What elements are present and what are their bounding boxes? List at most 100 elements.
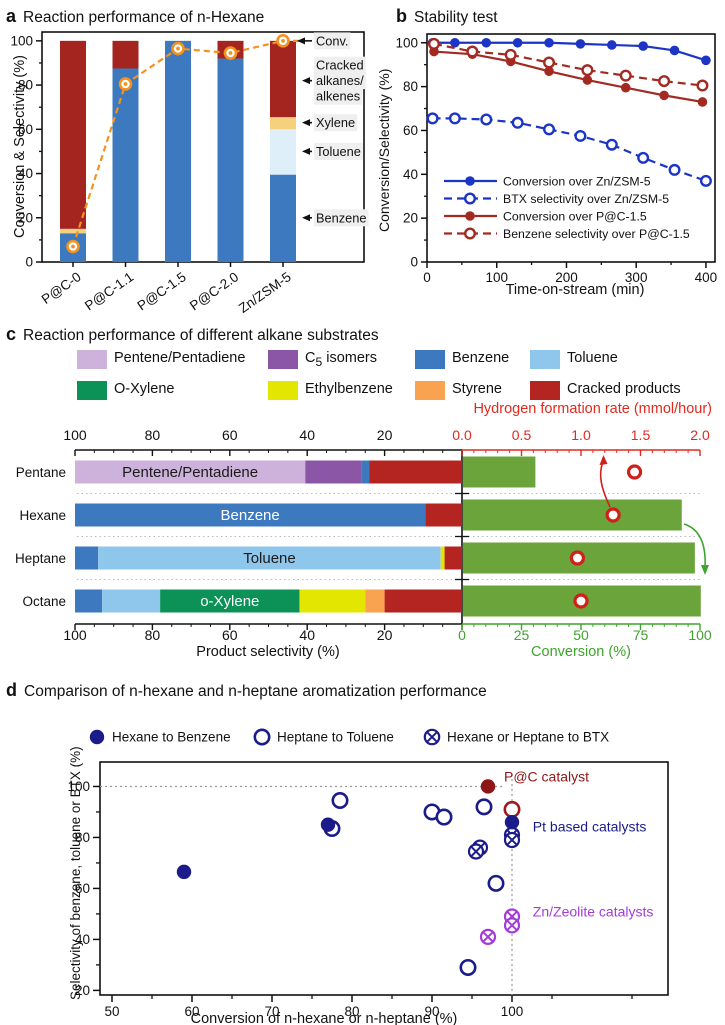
panel-c-title: c Reaction performance of different alkan…: [6, 324, 379, 345]
panel-b-title-text: Stability test: [414, 9, 498, 26]
a-annotation-arrow: [297, 37, 305, 45]
c-h2-tick-label: 1.5: [631, 427, 651, 443]
panel-b-title: b Stability test: [396, 6, 498, 27]
c-legend-swatch-Toluene: [530, 350, 560, 369]
c-conversion-bar: [462, 499, 682, 531]
b-series-BTX selectivity over Zn/ZSM-5: [426, 112, 712, 187]
d-legend-item: Hexane to Benzene: [89, 729, 231, 745]
b-marker-open: [448, 112, 461, 125]
c-h2-tick-label: 2.0: [690, 427, 710, 443]
b-frame: [426, 33, 716, 263]
d-marker-filled: [176, 864, 192, 880]
c-segment-C5 isomers: [305, 460, 362, 484]
c-conversion-arrow: [683, 523, 706, 569]
panel-a-title-text: Reaction performance of n-Hexane: [23, 9, 265, 26]
b-marker-open: [466, 45, 479, 58]
d-marker-filled: [89, 729, 105, 745]
a-ytick-label: 0: [25, 255, 33, 270]
a-conversion-marker-dot: [176, 46, 180, 51]
a-xtick-label: P@C-1.5: [134, 269, 188, 313]
a-annotation-arrow: [302, 214, 310, 222]
a-segment-Toluene: [270, 129, 296, 175]
panel-d-chart: Hexane to Benzene Heptane to Toluene Hexan…: [67, 728, 669, 1025]
b-marker-filled: [465, 211, 475, 221]
c-segment-Styrene: [365, 589, 385, 613]
b-marker-filled: [575, 39, 586, 49]
panel-a-label: a: [6, 6, 17, 26]
c-h2-marker: [626, 464, 643, 480]
panel-c-h2-axis-label: Hydrogen formation rate (mmol/hour): [473, 401, 712, 417]
d-marker-filled: [320, 817, 336, 832]
c-legend-label: C5 isomers: [305, 350, 377, 369]
c-inbar-label: Benzene: [221, 507, 280, 524]
c-conversion-tick-label: 75: [633, 627, 649, 643]
c-segment-Cracked products: [369, 460, 462, 484]
c-segment-Benzene: [361, 460, 370, 484]
b-marker-filled: [669, 45, 680, 56]
d-legend-label: Hexane to Benzene: [112, 730, 231, 745]
d-xtick-label: 90: [424, 1004, 439, 1019]
c-inbar-label: Pentene/Pentadiene: [122, 464, 258, 481]
a-bar-P@C-2.0: [217, 40, 244, 263]
d-marker-open: [459, 958, 477, 976]
d-marker-open: [487, 874, 505, 892]
c-conversion-tick-label: 0: [458, 627, 466, 643]
c-top-tick-label: 40: [299, 427, 315, 443]
d-marker-cross: [506, 834, 518, 846]
c-row-label: Octane: [22, 594, 66, 609]
b-legend-item: BTX selectivity over Zn/ZSM-5: [444, 192, 669, 206]
c-h2-tick-label: 0.5: [512, 427, 532, 443]
a-segment-Benzene: [217, 58, 244, 263]
c-legend-swatch-O-Xylene: [77, 381, 107, 400]
panel-c-chart: 100 80 60 40 20 0.0 0.5 1.0 1.5 2.0 100 80 60 40 20 0 25…: [15, 427, 712, 643]
a-frame: [41, 31, 365, 263]
d-annotation: Pt based catalysts: [533, 818, 647, 834]
b-xtick-label: 200: [555, 270, 578, 285]
d-marker-open: [253, 728, 271, 746]
c-bottom-tick-label: 40: [299, 627, 315, 643]
b-series-line: [433, 50, 703, 104]
a-ytick-label: 80: [18, 78, 33, 93]
d-legend-item: Heptane to Toluene: [253, 728, 394, 746]
c-row-label: Heptane: [15, 551, 66, 566]
c-legend-label: O-Xylene: [114, 381, 175, 397]
panel-c-selectivity-axis-label: Product selectivity (%): [196, 644, 340, 660]
c-inbar-label: o-Xylene: [200, 593, 259, 610]
c-segment-Benzene: [75, 589, 103, 613]
b-xtick-label: 300: [625, 270, 648, 285]
b-marker-filled: [544, 37, 554, 48]
c-row-Pentane: [75, 456, 536, 488]
a-ytick-label: 100: [10, 33, 33, 48]
c-row-Hexane: [75, 499, 682, 531]
b-marker-open: [480, 113, 493, 126]
d-ytick-label: 80: [75, 830, 90, 845]
b-marker-open: [427, 37, 440, 50]
c-legend-label: Styrene: [452, 381, 502, 397]
b-marker-filled: [659, 90, 669, 101]
d-ytick-label: 40: [75, 932, 90, 947]
c-top-tick-label: 80: [145, 427, 161, 443]
a-xtick-label: Zn/ZSM-5: [236, 269, 294, 316]
b-marker-open: [658, 75, 671, 88]
panel-a-chart: 0 20 40 60 80 100 P@C-0P@C-1.1P@C-1.5P@C-2.0Zn…: [10, 31, 369, 316]
c-legend-swatch-Pentene/Pentadiene: [77, 350, 107, 369]
a-bar-P@C-1.1: [112, 40, 139, 262]
c-conversion-tick-label: 25: [514, 627, 530, 643]
a-ytick-label: 60: [18, 122, 33, 137]
d-x-axis-label: Conversion of n-hexane or n-heptane (%): [191, 1011, 458, 1025]
a-annotation-bg: [314, 32, 351, 50]
d-legend-item: Hexane or Heptane to BTX: [423, 728, 609, 746]
c-segment-Benzene: [75, 503, 426, 527]
panel-c-legend: Pentene/Pentadiene C5 isomers Benzene Tolue…: [0, 350, 725, 412]
c-top-tick-label: 100: [63, 427, 87, 443]
a-segment-Benzene: [112, 68, 139, 262]
b-legend-label: BTX selectivity over Zn/ZSM-5: [503, 192, 669, 206]
a-annotation-text: Toluene: [316, 144, 361, 159]
panel-a-title: a Reaction performance of n-Hexane: [6, 6, 264, 27]
d-series-Pt catalysts BTX: [467, 826, 521, 860]
d-xtick-label: 70: [264, 1004, 279, 1019]
b-ytick-label: 40: [403, 167, 418, 182]
c-h2-arrow: [599, 461, 611, 508]
b-legend-label: Conversion over Zn/ZSM-5: [503, 174, 651, 188]
